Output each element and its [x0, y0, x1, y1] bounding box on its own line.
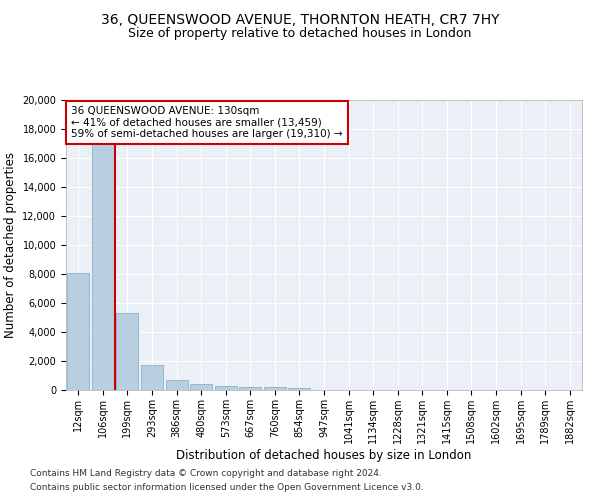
Bar [141, 364, 163, 390]
Bar [92, 144, 114, 390]
Bar [190, 384, 212, 390]
Text: Contains HM Land Registry data © Crown copyright and database right 2024.: Contains HM Land Registry data © Crown c… [30, 468, 382, 477]
Bar [239, 387, 262, 390]
Bar [67, 272, 89, 390]
Bar [289, 388, 310, 390]
Text: Contains public sector information licensed under the Open Government Licence v3: Contains public sector information licen… [30, 484, 424, 492]
Text: 36 QUEENSWOOD AVENUE: 130sqm
← 41% of detached houses are smaller (13,459)
59% o: 36 QUEENSWOOD AVENUE: 130sqm ← 41% of de… [71, 106, 343, 139]
Text: Size of property relative to detached houses in London: Size of property relative to detached ho… [128, 28, 472, 40]
Bar [116, 313, 139, 390]
Text: 36, QUEENSWOOD AVENUE, THORNTON HEATH, CR7 7HY: 36, QUEENSWOOD AVENUE, THORNTON HEATH, C… [101, 12, 499, 26]
Bar [215, 386, 237, 390]
Bar [166, 380, 188, 390]
X-axis label: Distribution of detached houses by size in London: Distribution of detached houses by size … [176, 448, 472, 462]
Y-axis label: Number of detached properties: Number of detached properties [4, 152, 17, 338]
Bar [264, 387, 286, 390]
